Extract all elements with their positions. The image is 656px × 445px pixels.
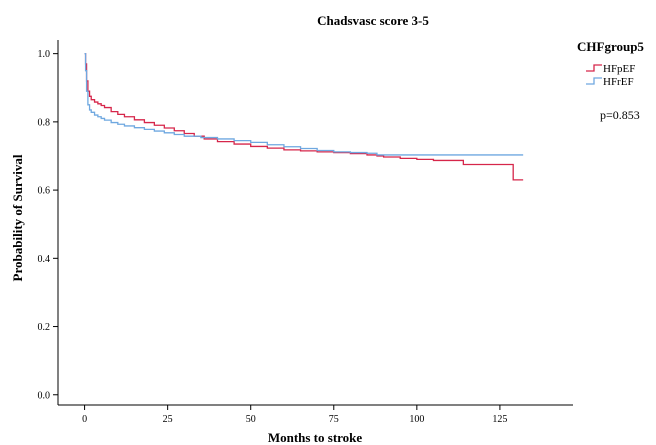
x-tick-label: 50 (246, 414, 256, 425)
y-ticks: 0.0 0.2 0.4 0.6 0.8 1.0 (38, 49, 58, 401)
y-axis-title: Probability of Survival (10, 154, 25, 281)
legend-label-hfref: HFrEF (603, 76, 634, 88)
chart-title: Chadsvasc score 3-5 (317, 13, 429, 28)
p-value-annotation: p=0.853 (600, 108, 640, 122)
y-tick-label: 0.0 (38, 390, 51, 401)
survival-curves (84, 52, 524, 181)
x-tick-label: 125 (492, 414, 507, 425)
x-tick-label: 0 (82, 414, 87, 425)
x-ticks: 0 25 50 75 100 125 (82, 405, 507, 425)
y-tick-label: 0.4 (38, 254, 51, 265)
y-tick-label: 0.2 (38, 322, 51, 333)
x-tick-label: 75 (329, 414, 339, 425)
y-tick-label: 1.0 (38, 49, 51, 60)
legend-label-hfpef: HFpEF (603, 63, 635, 75)
survival-curve-hfpef (84, 52, 524, 181)
legend-title: CHFgroup5 (577, 39, 644, 54)
x-axis-title: Months to stroke (268, 430, 363, 445)
y-tick-label: 0.6 (38, 186, 51, 197)
y-tick-label: 0.8 (38, 117, 51, 128)
survival-curve-hfref (84, 52, 524, 156)
x-tick-label: 100 (409, 414, 424, 425)
legend-swatch-hfref (586, 77, 602, 85)
x-tick-label: 25 (163, 414, 173, 425)
legend-swatch-hfpef (586, 64, 602, 72)
